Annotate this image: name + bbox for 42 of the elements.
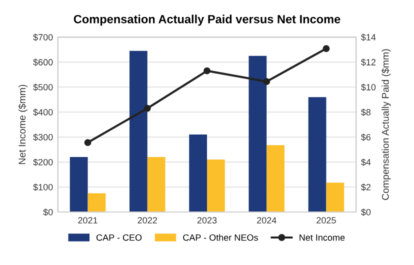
legend-label: CAP - Other NEOs: [183, 234, 258, 241]
y2-axis-title: Compensation Actually Paid ($mm): [382, 49, 391, 200]
y2-tick-label: $14: [361, 34, 376, 41]
y-tick-label: $400: [33, 108, 53, 116]
point: [144, 104, 151, 112]
y-tick-label: $300: [33, 134, 53, 141]
x-tick-label: 2023: [197, 217, 217, 224]
y-tick-label: $600: [33, 58, 53, 66]
y-tick-label: $500: [33, 84, 53, 91]
y-tick-label: $200: [33, 158, 53, 166]
bar: [248, 56, 267, 212]
x-tick-label: 2022: [138, 217, 157, 224]
y2-tick-label: $0: [361, 208, 371, 216]
bar: [326, 182, 344, 212]
y2-tick-label: $4: [361, 158, 371, 166]
legend-label: CAP - CEO: [96, 234, 142, 241]
point: [263, 78, 270, 86]
y-axis-title: Net Income ($mm): [18, 84, 28, 164]
y2-tick-label: $6: [361, 134, 371, 141]
bar: [130, 50, 148, 212]
chart-title: Compensation Actually Paid versus Net Income: [74, 14, 340, 26]
bar: [88, 193, 106, 212]
bar: [207, 160, 225, 212]
y2-tick-label: $12: [361, 58, 376, 66]
legend-label: Net Income: [300, 234, 345, 241]
point: [84, 139, 92, 146]
bar: [189, 134, 207, 212]
x-tick-label: 2024: [257, 217, 276, 224]
x-tick-label: 2021: [78, 217, 98, 224]
point: [322, 45, 330, 52]
bar: [308, 97, 326, 212]
x-tick-label: 2025: [316, 217, 336, 224]
point: [204, 67, 210, 74]
bar: [147, 157, 166, 212]
y-tick-label: $700: [33, 34, 53, 41]
y-tick-label: $100: [33, 184, 53, 191]
y2-tick-label: $2: [361, 184, 370, 191]
y2-tick-label: $8: [361, 108, 371, 116]
y-tick-label: $0: [43, 208, 53, 216]
y2-tick-label: $10: [361, 84, 376, 91]
bar: [70, 157, 88, 212]
bar: [266, 145, 284, 212]
